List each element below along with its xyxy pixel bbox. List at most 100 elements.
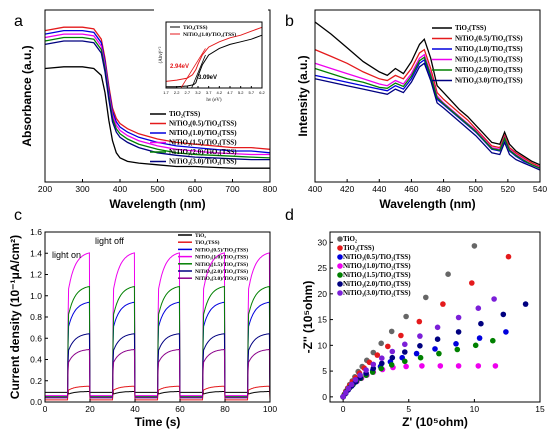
x-tick-label: 480 xyxy=(436,184,450,194)
data-point xyxy=(416,318,423,325)
data-point xyxy=(398,332,404,339)
x-tick-label: 200 xyxy=(38,184,52,194)
data-point xyxy=(378,365,385,372)
series-line-c6 xyxy=(45,349,271,399)
inset-legend-label: TiO₂(TSS) xyxy=(183,24,208,31)
plot-frame xyxy=(314,9,541,183)
data-point xyxy=(455,314,462,321)
inset-x-tick-label: 6.2 xyxy=(259,90,265,95)
legend-marker xyxy=(337,254,343,260)
data-point xyxy=(378,340,385,347)
x-tick-label: 440 xyxy=(372,184,386,194)
data-point xyxy=(389,354,396,361)
tangent-line xyxy=(191,54,206,89)
data-point xyxy=(417,343,423,349)
y-tick-label: 1.4 xyxy=(30,248,42,258)
data-point xyxy=(478,320,484,327)
legend-label: NiTiO₃(0.5)/TiO₂(TSS) xyxy=(169,120,237,128)
data-point xyxy=(374,352,381,358)
y-axis-label: Absorbance (a.u.) xyxy=(20,45,34,146)
legend-marker xyxy=(337,272,343,278)
legend-marker xyxy=(337,236,343,242)
legend-label: TiO₂ xyxy=(343,235,357,243)
y-tick-label: 10 xyxy=(318,340,328,350)
data-point xyxy=(436,350,442,357)
data-point xyxy=(453,341,459,347)
inset-x-label: hν (eV) xyxy=(206,98,222,103)
y-tick-label: 0.2 xyxy=(30,376,42,386)
legend-marker xyxy=(337,290,343,296)
legend-label: TiO₂(TSS) xyxy=(455,24,487,32)
x-tick-label: 10 xyxy=(470,404,480,414)
x-tick-label: 5 xyxy=(406,404,411,414)
data-point xyxy=(370,365,377,372)
data-point xyxy=(419,363,425,369)
data-point xyxy=(385,343,391,350)
legend-marker xyxy=(337,281,343,287)
legend-marker xyxy=(337,263,343,269)
x-tick-label: 400 xyxy=(113,184,127,194)
data-point xyxy=(505,253,512,260)
data-point xyxy=(503,329,509,335)
legend-label: NiTiO₃(3.0)/TiO₂(TSS) xyxy=(343,289,411,297)
x-tick-label: 300 xyxy=(75,184,89,194)
data-point xyxy=(343,389,349,396)
legend-label: TiO₂ xyxy=(195,233,206,239)
panel-c: c 0 20 40 60 80 100 0.0 0.2 0.4 0.6 0.8 1.0 1.2 1.4 1.6… xyxy=(8,207,277,429)
x-tick-label: 460 xyxy=(404,184,418,194)
panel-letter-d: d xyxy=(285,207,294,224)
light-off-annotation: light off xyxy=(95,236,124,246)
data-point xyxy=(472,342,479,349)
panel-b: b 400 420 440 460 480 500 520 540 Wavelength (nm)… xyxy=(285,9,547,211)
y-tick-label: 5 xyxy=(322,366,327,376)
tangent-line xyxy=(180,48,206,89)
legend-label: NiTiO₃(2.0)/TiO₂(TSS) xyxy=(169,148,237,156)
data-point xyxy=(403,363,409,370)
data-point xyxy=(417,354,424,361)
series-line-b4 xyxy=(314,56,541,169)
series-points-d2 xyxy=(340,329,509,400)
inset-x-tick-label: 2.2 xyxy=(174,90,180,95)
y-tick-label: 1.2 xyxy=(30,270,42,280)
x-tick-label: 700 xyxy=(225,184,239,194)
data-point xyxy=(434,336,441,343)
bandgap-annotation: 3.09eV xyxy=(198,75,217,81)
legend-label: NiTiO₃(1.5)/TiO₂(TSS) xyxy=(169,139,237,147)
legend-marker xyxy=(337,245,343,251)
data-point xyxy=(345,385,352,392)
x-tick-label: 800 xyxy=(263,184,277,194)
legend-label: NiTiO₃(0.5)/TiO₂(TSS) xyxy=(455,35,523,43)
y-tick-label: 1.6 xyxy=(30,227,42,237)
x-axis-label: Time (s) xyxy=(135,415,181,429)
data-point xyxy=(389,348,396,355)
y-tick-label: 15 xyxy=(318,315,328,325)
x-tick-label: 540 xyxy=(533,184,547,194)
data-point xyxy=(475,363,482,369)
series-points-d6 xyxy=(340,296,497,400)
data-point xyxy=(402,341,408,348)
legend-label: NiTiO₃(1.5)/TiO₂(TSS) xyxy=(455,56,523,64)
legend-label: NiTiO₃(1.5)/TiO₂(TSS) xyxy=(343,271,411,279)
data-point xyxy=(348,381,355,388)
data-point xyxy=(437,363,444,369)
inset-y-label: (Ahν)¹ᐟ² xyxy=(158,46,164,63)
legend-label: NiTiO₃(1.5)/TiO₂(TSS) xyxy=(195,261,248,268)
inset-plot: 1.7 2.2 2.7 3.2 3.7 4.2 4.7 5.2 5.7 6.2 hν (eV) (Ah… xyxy=(154,7,268,103)
data-point xyxy=(492,363,499,369)
data-point xyxy=(379,355,385,362)
data-point xyxy=(500,311,507,318)
panel-letter-c: c xyxy=(14,207,22,224)
legend-label: NiTiO₃(1.0)/TiO₂(TSS) xyxy=(169,129,237,137)
y-axis-label: -Z'' (10⁵ohm) xyxy=(301,281,315,354)
data-point xyxy=(357,372,364,379)
series-line-a1 xyxy=(44,26,271,150)
x-tick-label: 400 xyxy=(308,184,322,194)
panel-a: a 200 300 400 500 600 700 800 Wavelength (nm) Abs… xyxy=(14,7,277,211)
inset-x-tick-label: 3.7 xyxy=(206,90,212,95)
legend-label: TiO₂(TSS) xyxy=(343,244,375,252)
inset-x-tick-label: 4.2 xyxy=(217,90,223,95)
data-point xyxy=(455,329,462,335)
data-point xyxy=(370,349,377,356)
legend-label: NiTiO₃(2.0)/TiO₂(TSS) xyxy=(195,268,248,275)
data-point xyxy=(403,313,409,320)
